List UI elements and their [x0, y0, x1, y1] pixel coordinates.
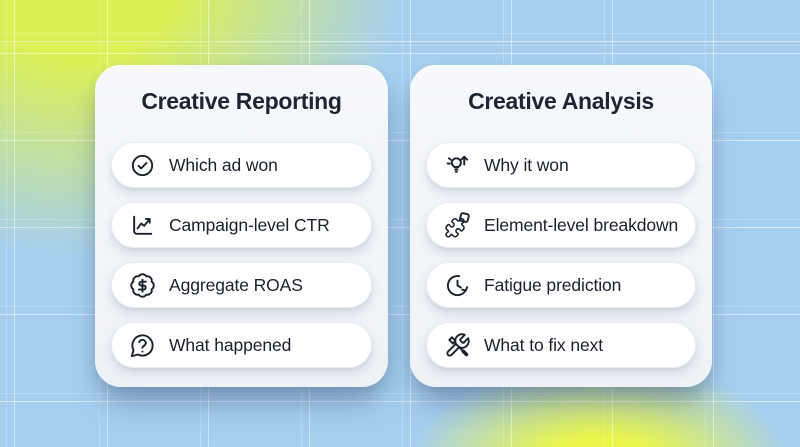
puzzle-icon	[444, 211, 471, 239]
card-title-reporting: Creative Reporting	[141, 88, 342, 114]
pill-which-ad-won[interactable]: Which ad won	[111, 142, 372, 188]
analysis-pill-list: Why it won Element-level breakdown	[426, 142, 696, 368]
pill-why-it-won[interactable]: Why it won	[426, 142, 696, 188]
reporting-pill-list: Which ad won Campaign-level CTR	[111, 142, 372, 368]
question-bubble-icon	[129, 332, 156, 359]
pill-label: Campaign-level CTR	[169, 214, 330, 235]
card-title-analysis: Creative Analysis	[468, 88, 654, 114]
pill-label: Element-level breakdown	[484, 214, 679, 235]
pill-campaign-level-ctr[interactable]: Campaign-level CTR	[111, 202, 372, 248]
pill-label: Fatigue prediction	[484, 274, 622, 295]
pill-label: What happened	[169, 334, 292, 355]
tools-icon	[444, 332, 471, 359]
pill-label: Why it won	[484, 154, 569, 175]
pill-element-level-breakdown[interactable]: Element-level breakdown	[426, 202, 696, 248]
pill-what-to-fix-next[interactable]: What to fix next	[426, 322, 696, 368]
lightbulb-arrow-icon	[444, 152, 471, 179]
creative-reporting-card: Creative Reporting Which ad won	[95, 65, 388, 387]
pill-fatigue-prediction[interactable]: Fatigue prediction	[426, 262, 696, 308]
check-circle-icon	[129, 152, 156, 179]
pill-what-happened[interactable]: What happened	[111, 322, 372, 368]
pill-label: Aggregate ROAS	[169, 274, 303, 295]
clock-arrow-icon	[444, 272, 471, 299]
line-chart-icon	[129, 212, 156, 239]
pill-label: What to fix next	[484, 334, 604, 355]
creative-analysis-card: Creative Analysis Why it won	[410, 65, 712, 387]
pill-label: Which ad won	[169, 154, 278, 175]
pill-aggregate-roas[interactable]: Aggregate ROAS	[111, 262, 372, 308]
badge-dollar-icon	[129, 272, 156, 299]
